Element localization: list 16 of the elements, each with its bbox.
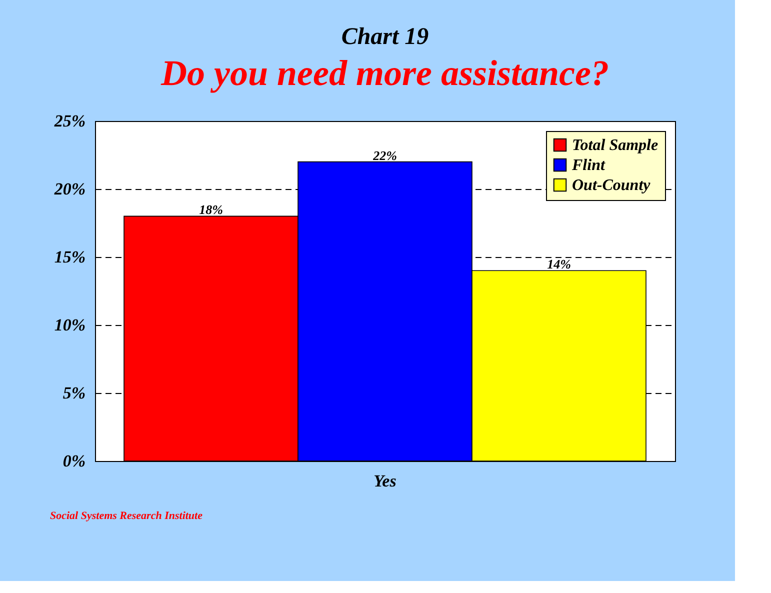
chart-subtitle: Do you need more assistance?	[160, 53, 609, 93]
legend-label: Total Sample	[572, 137, 658, 154]
legend-label: Out-County	[572, 177, 652, 194]
y-tick-label: 0%	[62, 452, 86, 470]
data-label: 14%	[547, 256, 572, 272]
x-tick-label: Yes	[374, 472, 397, 490]
y-tick-label: 10%	[54, 316, 86, 334]
data-label: 18%	[199, 202, 224, 218]
data-label: 22%	[372, 148, 398, 163]
legend-label: Flint	[571, 157, 606, 174]
y-tick-label: 15%	[54, 248, 86, 266]
y-tick-label: 5%	[62, 384, 86, 402]
y-tick-label: 25%	[53, 112, 86, 130]
y-tick-label: 20%	[53, 180, 86, 198]
chart-title: Chart 19	[341, 24, 429, 50]
text: Social Systems Research Institute	[50, 510, 203, 522]
